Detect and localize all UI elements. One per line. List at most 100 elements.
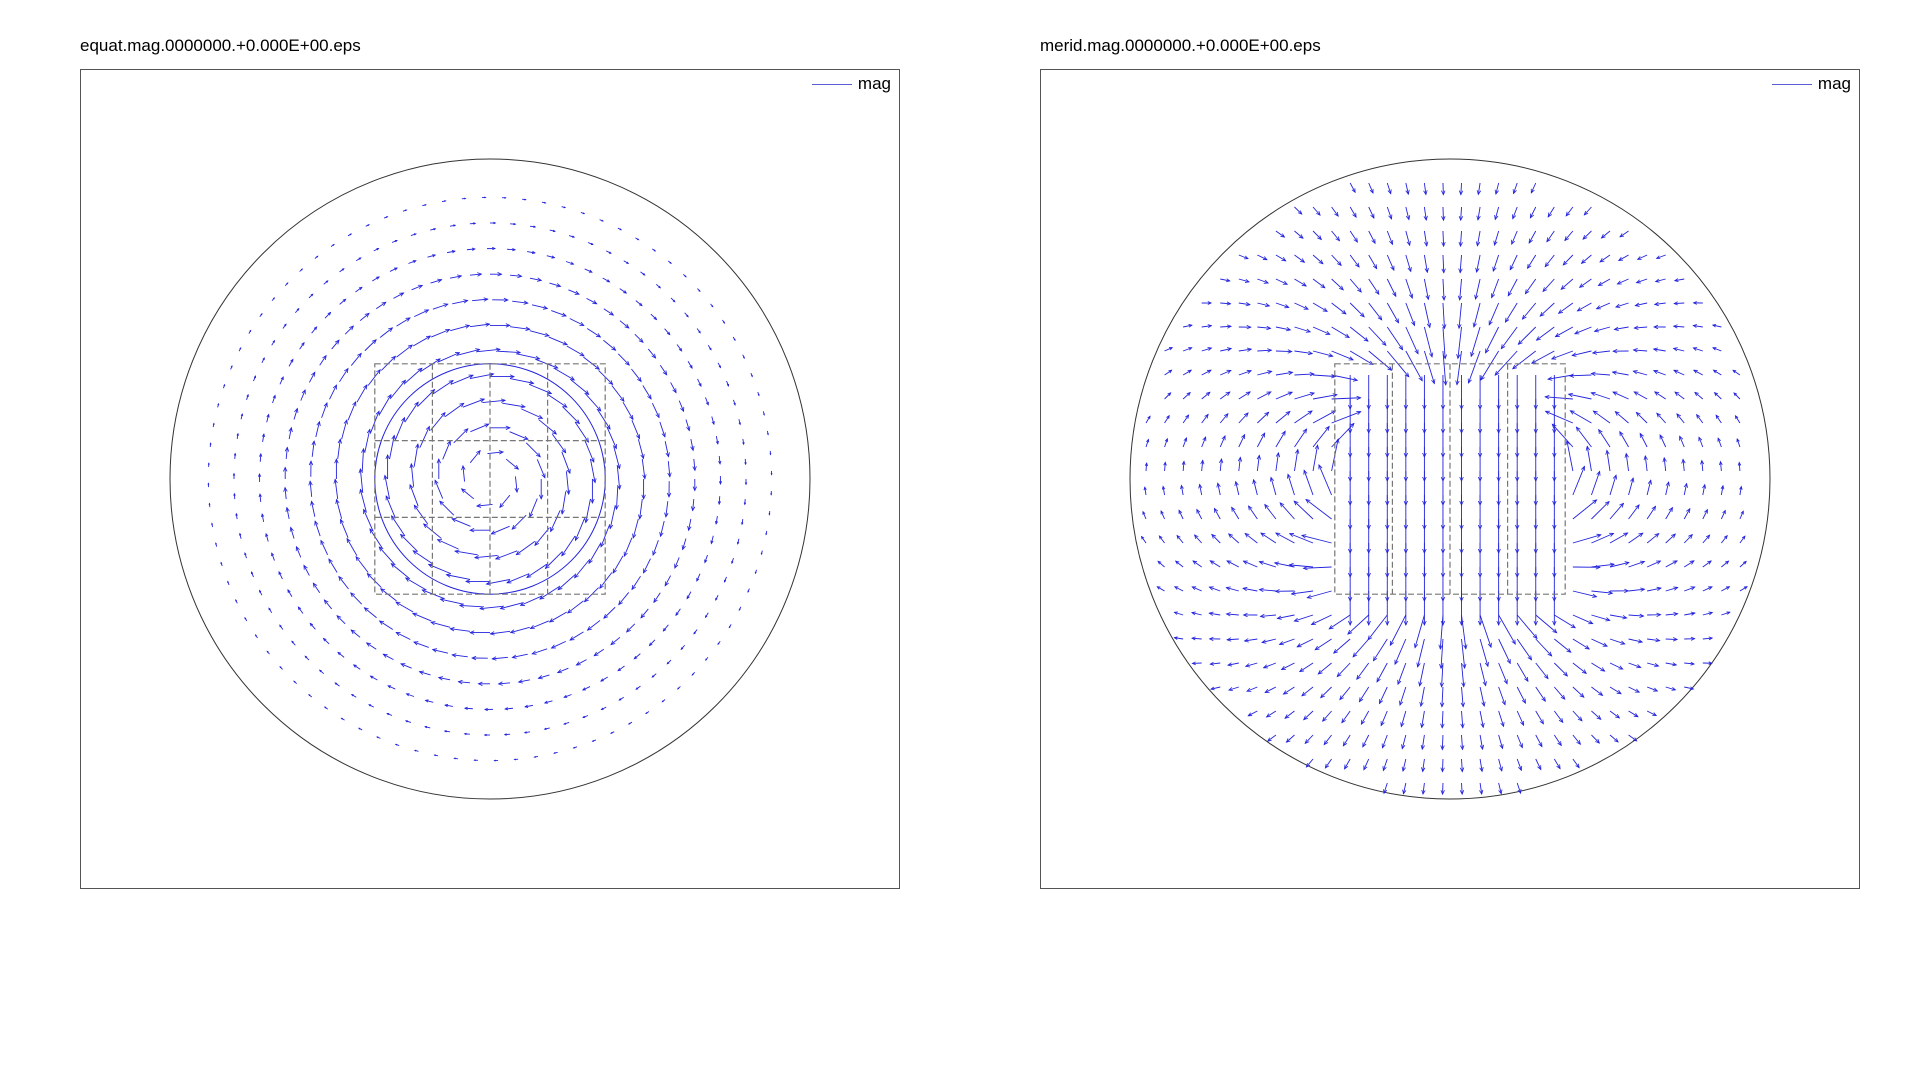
field-arrow [616, 466, 621, 490]
field-arrow [631, 575, 641, 590]
field-arrow-head [618, 600, 623, 606]
field-arrow [1339, 686, 1351, 700]
field-arrow [469, 450, 481, 464]
field-arrow [1576, 426, 1592, 448]
field-arrow-head [1509, 265, 1514, 271]
field-arrow-head [422, 523, 429, 529]
field-arrow [616, 486, 619, 510]
field-arrow-head [500, 398, 507, 403]
field-arrow-head [1477, 404, 1483, 410]
field-arrow [599, 572, 613, 589]
field-arrow-head [421, 589, 427, 594]
field-arrow [1572, 758, 1580, 768]
field-arrow-head [485, 322, 491, 327]
field-arrow-head [1674, 391, 1680, 397]
field-arrow [1328, 614, 1351, 630]
field-arrow [1460, 182, 1462, 195]
field-arrow-head [288, 426, 293, 433]
field-arrow-head [1440, 500, 1446, 506]
field-arrow [1344, 758, 1351, 770]
field-arrow-head [1223, 413, 1229, 419]
field-arrow [1386, 254, 1395, 271]
field-arrow [1516, 758, 1522, 771]
field-arrow-head [1496, 428, 1501, 434]
field-arrow [500, 602, 523, 610]
field-arrow [567, 600, 584, 614]
field-arrow [550, 510, 561, 532]
field-arrow-head [590, 242, 594, 245]
field-arrow [1679, 436, 1685, 448]
field-arrow [1513, 182, 1518, 194]
field-arrow-head [629, 414, 634, 421]
field-arrow [1359, 686, 1370, 702]
field-arrow-head [453, 224, 457, 227]
field-arrow [1194, 534, 1203, 544]
field-arrow [1553, 734, 1562, 746]
field-arrow-head [388, 327, 394, 332]
field-arrow [1247, 710, 1258, 717]
field-arrow [288, 359, 294, 367]
field-arrow-head [399, 533, 405, 539]
field-arrow-head [244, 616, 247, 620]
field-arrow [1721, 535, 1728, 544]
field-arrow-head [386, 713, 390, 716]
field-arrow-head [316, 420, 321, 427]
field-arrow-head [1737, 461, 1742, 466]
field-arrow [452, 300, 468, 305]
field-arrow-head [1633, 713, 1639, 718]
field-arrow [1665, 662, 1677, 666]
field-arrow [1145, 439, 1149, 448]
field-arrow-head [1690, 611, 1696, 616]
field-arrow [461, 488, 475, 500]
field-arrow-head [424, 309, 430, 314]
field-arrow-head [337, 438, 342, 444]
field-arrow [1323, 734, 1332, 745]
field-arrow-head [1496, 548, 1501, 554]
field-arrow [437, 539, 459, 550]
field-arrow [1591, 563, 1615, 568]
field-arrow [1683, 560, 1695, 568]
field-arrow-head [1524, 676, 1529, 683]
field-arrow [718, 496, 721, 505]
field-arrow-head [1585, 445, 1591, 451]
field-arrow-head [1356, 411, 1362, 416]
field-arrow-head [1423, 215, 1428, 221]
field-arrow [509, 326, 530, 330]
field-arrow [1420, 686, 1425, 707]
field-arrow-head [268, 607, 271, 611]
field-arrow [1382, 758, 1388, 771]
field-arrow [626, 623, 636, 633]
field-arrow [1368, 278, 1380, 295]
field-arrow-head [1389, 640, 1394, 647]
field-arrow-head [1261, 639, 1267, 644]
field-arrow [1647, 587, 1662, 592]
field-arrow-head [220, 561, 223, 564]
field-arrow-head [1459, 428, 1464, 434]
field-arrow [1468, 350, 1481, 384]
field-arrow-head [414, 401, 419, 407]
field-arrow [545, 551, 563, 569]
field-arrow [1560, 278, 1574, 290]
field-arrow [311, 441, 315, 457]
field-arrow-head [1422, 524, 1427, 530]
field-arrow-head [698, 330, 701, 334]
field-arrow-head [606, 424, 611, 430]
field-arrow [1655, 278, 1666, 283]
field-arrow-head [1355, 262, 1360, 268]
field-arrow-head [733, 338, 736, 342]
field-arrow [1554, 638, 1572, 653]
field-arrow-head [1263, 279, 1270, 284]
field-arrow [1609, 532, 1628, 544]
field-arrow-head [1576, 739, 1582, 746]
field-arrow-head [1347, 572, 1353, 578]
field-arrow-head [1533, 524, 1538, 530]
field-arrow-head [515, 350, 522, 355]
field-arrow [1634, 326, 1648, 329]
field-arrow-head [1360, 719, 1366, 726]
field-arrow-head [1389, 239, 1394, 246]
field-arrow-head [489, 631, 495, 636]
field-arrow [1644, 455, 1648, 472]
field-arrow-head [1552, 404, 1557, 410]
field-arrow [1693, 369, 1704, 376]
field-arrow-head [562, 341, 569, 346]
